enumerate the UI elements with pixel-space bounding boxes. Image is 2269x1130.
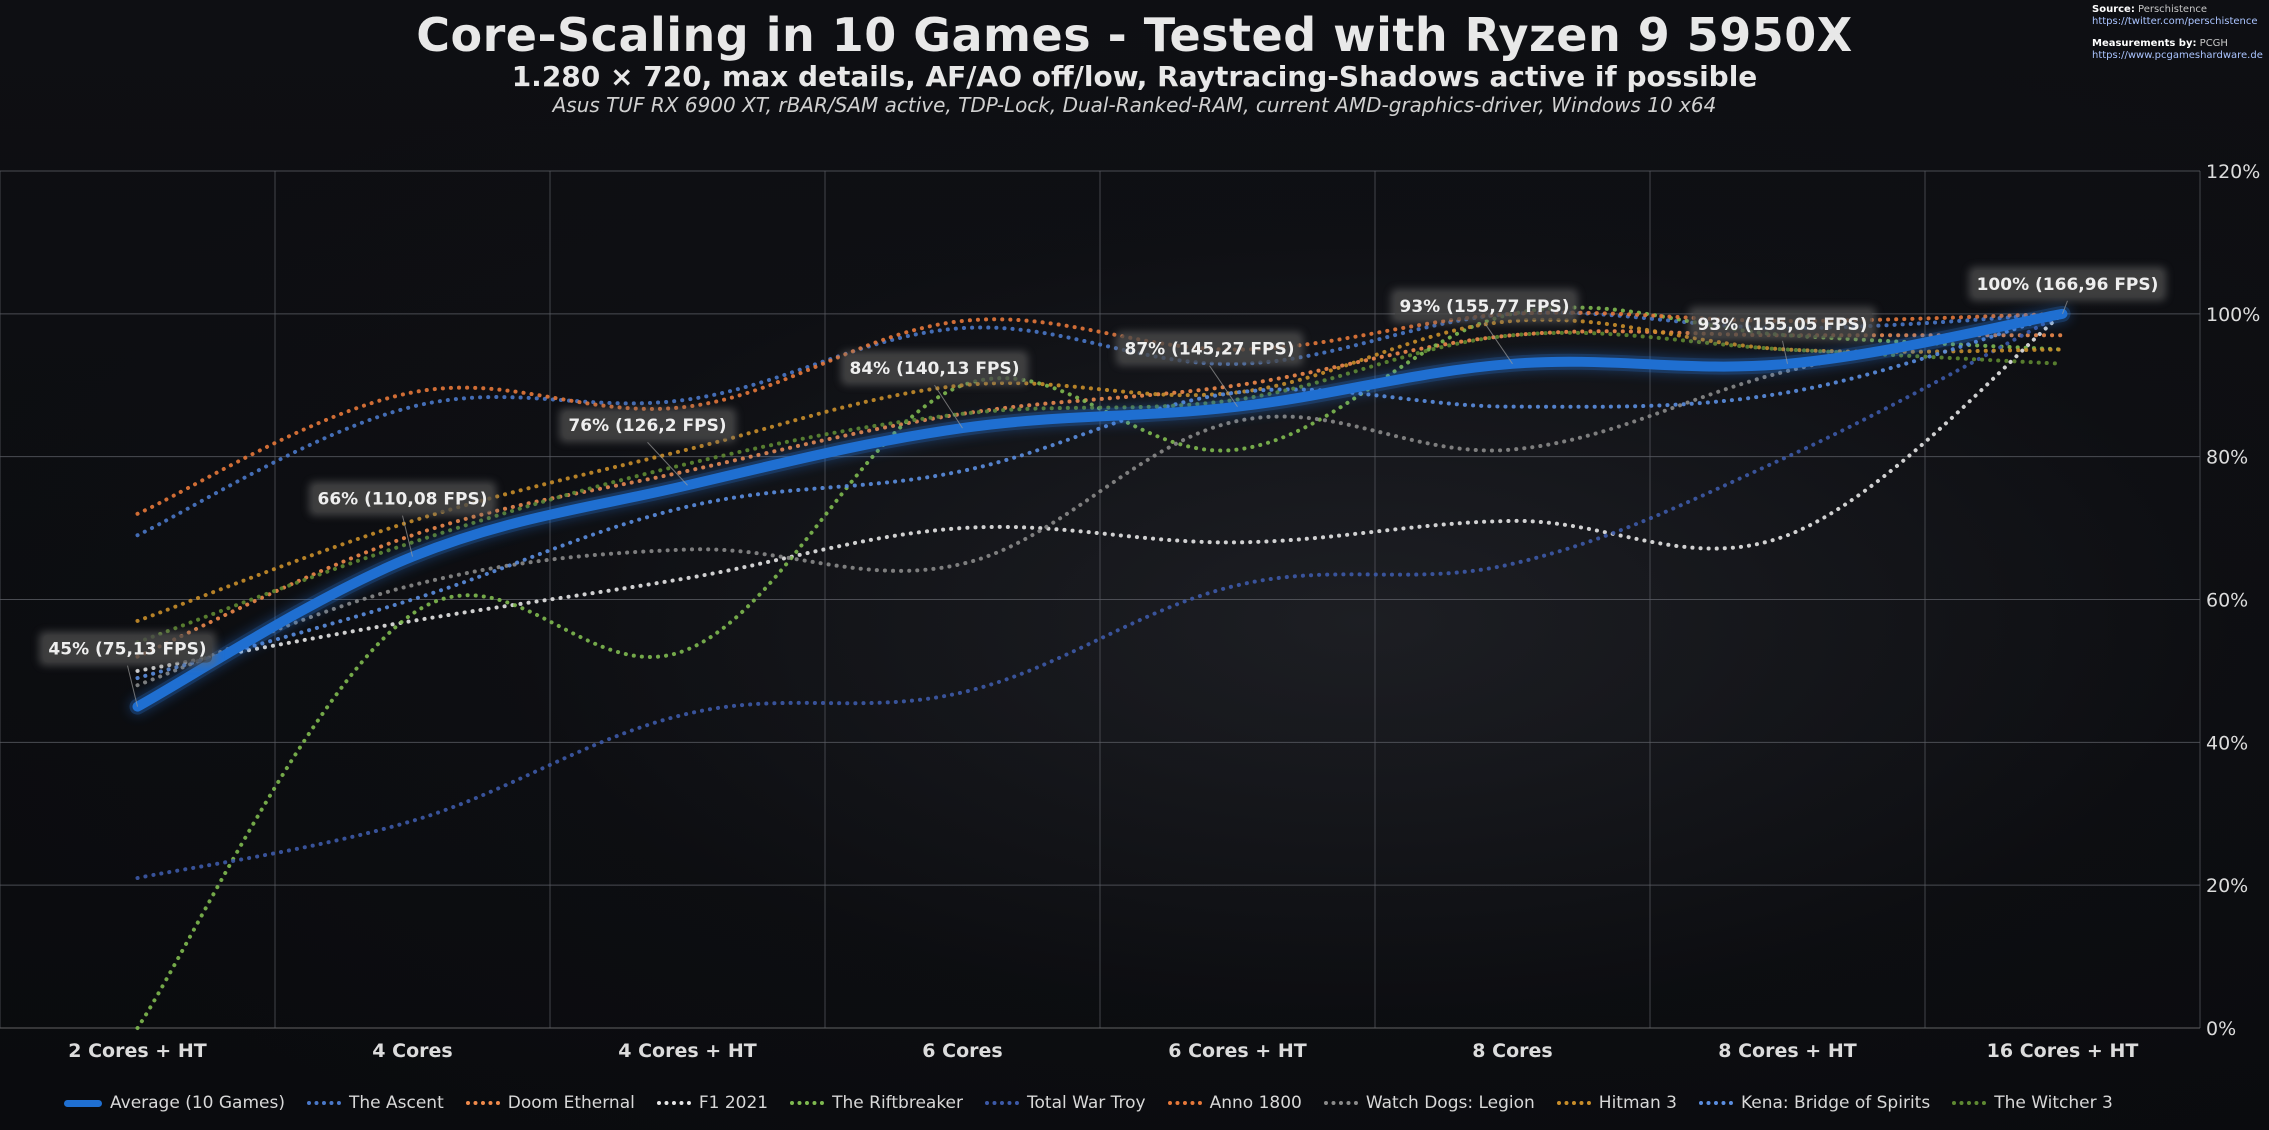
legend-item[interactable]: Anno 1800 bbox=[1167, 1093, 1302, 1113]
x-tick-label: 4 Cores + HT bbox=[618, 1040, 756, 1062]
x-tick-label: 4 Cores bbox=[372, 1040, 452, 1062]
data-label-box bbox=[1119, 334, 1300, 363]
source-label: Source: bbox=[2092, 4, 2135, 15]
legend-item[interactable]: The Riftbreaker bbox=[790, 1093, 963, 1113]
legend-item[interactable]: F1 2021 bbox=[656, 1093, 769, 1113]
legend-swatch bbox=[1952, 1101, 1987, 1105]
average-line bbox=[132, 308, 2068, 712]
legend-swatch bbox=[306, 1101, 341, 1105]
data-label-leader bbox=[402, 515, 413, 557]
legend-swatch bbox=[1556, 1101, 1591, 1105]
data-label: 93% (155,05 FPS) bbox=[1698, 315, 1868, 335]
legend-label: Watch Dogs: Legion bbox=[1365, 1093, 1535, 1113]
y-tick-label: 120% bbox=[2206, 161, 2260, 183]
legend-label: The Riftbreaker bbox=[832, 1093, 964, 1113]
legend-label: Kena: Bridge of Spirits bbox=[1740, 1093, 1931, 1113]
legend-swatch bbox=[985, 1101, 1020, 1105]
x-tick-label: 6 Cores bbox=[922, 1040, 1002, 1062]
legend-label: Total War Troy bbox=[1027, 1093, 1146, 1113]
data-label-box bbox=[844, 354, 1025, 383]
y-tick-label: 100% bbox=[2206, 304, 2260, 326]
legend-swatch bbox=[465, 1101, 500, 1105]
grid bbox=[0, 170, 2201, 1029]
x-tick-label: 6 Cores + HT bbox=[1168, 1040, 1306, 1062]
data-label-leader bbox=[1484, 322, 1513, 365]
data-label-leader bbox=[1782, 340, 1788, 364]
legend-item[interactable]: Average (10 Games) bbox=[64, 1093, 285, 1113]
measurements-name: PCGH bbox=[2199, 38, 2228, 49]
legend-swatch bbox=[64, 1099, 102, 1107]
data-label-box bbox=[312, 484, 493, 513]
average-series bbox=[129, 305, 2071, 715]
data-label-box bbox=[1692, 309, 1873, 338]
data-label-box bbox=[563, 411, 732, 440]
legend: Average (10 Games) The Ascent Doom Etherna… bbox=[64, 1091, 2135, 1115]
y-tick-label: 40% bbox=[2206, 732, 2248, 754]
legend-swatch bbox=[790, 1101, 825, 1105]
legend-item[interactable]: Total War Troy bbox=[985, 1093, 1146, 1113]
chart-title: Core-Scaling in 10 Games - Tested with R… bbox=[416, 8, 1853, 62]
series-line-8 bbox=[135, 317, 2065, 623]
legend-label: Average (10 Games) bbox=[110, 1093, 285, 1113]
legend-label: The Witcher 3 bbox=[1994, 1093, 2113, 1113]
legend-item[interactable]: Hitman 3 bbox=[1556, 1093, 1677, 1113]
legend-label: Hitman 3 bbox=[1598, 1093, 1677, 1113]
legend-swatch bbox=[1323, 1101, 1358, 1105]
source-link[interactable]: https://twitter.com/perschistence bbox=[2092, 16, 2258, 27]
data-label: 66% (110,08 FPS) bbox=[318, 490, 488, 510]
y-tick-label: 20% bbox=[2206, 875, 2248, 897]
data-label-box bbox=[1972, 269, 2163, 298]
series-line-2 bbox=[135, 329, 2065, 659]
axes: 0% 20% 40% 60% 80% 100% 120% 2 Cores + HT 4 Core… bbox=[68, 161, 2260, 1062]
data-label-box bbox=[1394, 291, 1575, 320]
data-label-leader bbox=[647, 441, 688, 486]
data-label-leader bbox=[127, 665, 138, 707]
x-tick-label: 16 Cores + HT bbox=[1987, 1040, 2139, 1062]
data-label: 100% (166,96 FPS) bbox=[1977, 275, 2159, 295]
legend-item[interactable]: Watch Dogs: Legion bbox=[1323, 1093, 1535, 1113]
x-tick-label: 8 Cores bbox=[1472, 1040, 1552, 1062]
series-line-9 bbox=[135, 311, 2065, 681]
legend-item[interactable]: The Ascent bbox=[306, 1093, 444, 1113]
legend-label: Anno 1800 bbox=[1209, 1093, 1302, 1113]
measurements-link[interactable]: https://www.pcgameshardware.de bbox=[2092, 50, 2263, 61]
data-label-leader bbox=[934, 384, 963, 429]
y-tick-label: 60% bbox=[2206, 590, 2248, 612]
source-name: Perschistence bbox=[2138, 4, 2208, 15]
data-label-leader bbox=[1209, 365, 1238, 407]
series-line-1 bbox=[135, 310, 2065, 538]
data-label: 87% (145,27 FPS) bbox=[1125, 340, 1295, 360]
legend-swatch bbox=[1167, 1101, 1202, 1105]
legend-label: Doom Ethernal bbox=[507, 1093, 635, 1113]
legend-label: The Ascent bbox=[348, 1093, 444, 1113]
chart-subtitle-secondary: Asus TUF RX 6900 XT, rBAR/SAM active, TD… bbox=[552, 93, 1717, 117]
series-line-3 bbox=[135, 311, 2065, 673]
legend-item[interactable]: The Witcher 3 bbox=[1952, 1093, 2113, 1113]
data-label-box bbox=[43, 634, 212, 663]
series-line-7 bbox=[135, 311, 2065, 688]
y-tick-label: 80% bbox=[2206, 447, 2248, 469]
legend-swatch bbox=[656, 1101, 691, 1105]
data-label: 84% (140,13 FPS) bbox=[850, 359, 1020, 379]
legend-item[interactable]: Kena: Bridge of Spirits bbox=[1698, 1093, 1931, 1113]
data-labels: 45% (75,13 FPS) 66% (110,08 FPS) 76% (126,… bbox=[39, 266, 2167, 707]
chart-subtitle: 1.280 × 720, max details, AF/AO off/low,… bbox=[511, 60, 1758, 93]
x-tick-label: 2 Cores + HT bbox=[68, 1040, 206, 1062]
legend-item[interactable]: Doom Ethernal bbox=[465, 1093, 635, 1113]
x-tick-label: 8 Cores + HT bbox=[1718, 1040, 1856, 1062]
legend-swatch bbox=[1698, 1101, 1733, 1105]
measurements-label: Measurements by: bbox=[2092, 38, 2197, 49]
legend-label: F1 2021 bbox=[698, 1093, 769, 1113]
y-tick-label: 0% bbox=[2206, 1018, 2236, 1040]
data-label-leader bbox=[2062, 300, 2068, 315]
data-label: 76% (126,2 FPS) bbox=[568, 416, 726, 436]
source-credits: Source: Perschistence https://twitter.co… bbox=[2092, 4, 2267, 62]
data-label: 45% (75,13 FPS) bbox=[48, 640, 206, 660]
data-label: 93% (155,77 FPS) bbox=[1400, 297, 1570, 317]
series-line-10 bbox=[135, 330, 2065, 645]
